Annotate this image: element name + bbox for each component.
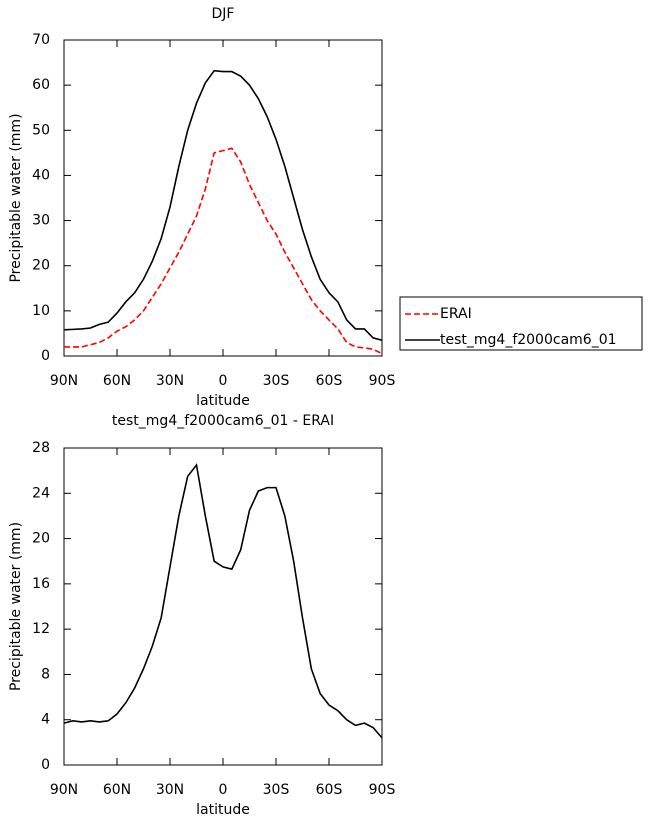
- y-tick-label: 20: [32, 258, 50, 274]
- x-tick-label: 30S: [263, 373, 290, 389]
- x-tick-label: 0: [219, 373, 228, 389]
- y-tick-label: 10: [32, 303, 50, 319]
- x-tick-label: 90N: [50, 373, 78, 389]
- legend-label: test_mg4_f2000cam6_01: [440, 332, 617, 348]
- y-tick-label: 40: [32, 167, 50, 183]
- y-tick-label: 0: [41, 348, 50, 364]
- data-line: [63, 463, 383, 739]
- y-tick-label: 12: [32, 621, 50, 637]
- y-tick-label: 4: [41, 712, 50, 728]
- y-axis-label: Precipitable water (mm): [8, 113, 24, 282]
- y-tick-label: 16: [32, 576, 50, 592]
- y-tick-label: 8: [41, 666, 50, 682]
- x-tick-label: 30S: [263, 782, 290, 798]
- chart-title: DJF: [212, 6, 235, 22]
- x-tick-label: 90S: [369, 373, 396, 389]
- chart-title: test_mg4_f2000cam6_01 - ERAI: [112, 413, 334, 429]
- x-tick-label: 60S: [316, 373, 343, 389]
- x-tick-label: 90N: [50, 782, 78, 798]
- x-tick-label: 60S: [316, 782, 343, 798]
- x-tick-label: 30N: [156, 373, 184, 389]
- y-tick-label: 28: [32, 440, 50, 456]
- legend-label: ERAI: [440, 306, 472, 322]
- y-axis-label: Precipitable water (mm): [8, 522, 24, 691]
- y-tick-label: 20: [32, 531, 50, 547]
- x-tick-label: 60N: [103, 782, 131, 798]
- y-tick-label: 0: [41, 757, 50, 773]
- x-axis-label: latitude: [196, 802, 250, 818]
- data-line: [64, 147, 383, 355]
- y-tick-label: 50: [32, 122, 50, 138]
- x-tick-label: 0: [219, 782, 228, 798]
- plot-frame: [63, 39, 383, 357]
- x-tick-label: 90S: [369, 782, 396, 798]
- x-axis-label: latitude: [196, 393, 250, 409]
- x-tick-label: 30N: [156, 782, 184, 798]
- y-tick-label: 24: [32, 485, 50, 501]
- legend-box: [399, 296, 643, 351]
- x-tick-label: 60N: [103, 373, 131, 389]
- data-line: [63, 69, 383, 341]
- y-tick-label: 60: [32, 77, 50, 93]
- y-tick-label: 70: [32, 32, 50, 48]
- y-tick-label: 30: [32, 213, 50, 229]
